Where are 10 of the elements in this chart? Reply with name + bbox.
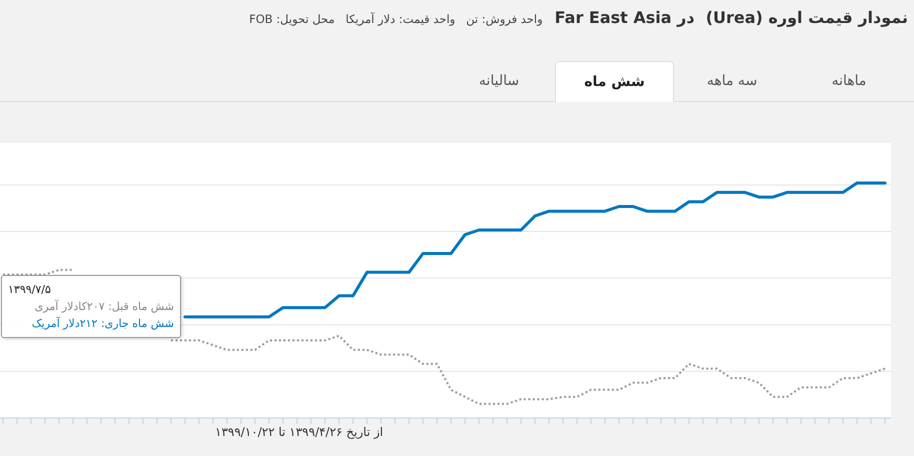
text: شش ماه [555, 61, 674, 102]
chart-subtitle: واحد فروش: تن واحد قیمت: دلار آمریکا محل تحویل: FOB [249, 12, 543, 26]
annotation: شش ماه قبل: ۲۰۷کادلار آمری [34, 298, 174, 315]
x-axis-title: از تاریخ ۱۳۹۹/۴/۲۶ تا ۱۳۹۹/۱۰/۲۲ [215, 425, 384, 439]
text: سه ماهه [706, 72, 758, 91]
annotation: ۱۳۹۹/۷/۵ [8, 282, 52, 298]
chart-title: نمودار قیمت اوره (Urea) در Far East Asia [554, 8, 908, 27]
text: ساليانه [478, 72, 520, 91]
text: ماهانه [830, 72, 868, 91]
annotation: شش ماه جاری: ۲۱۲دلار آمریک [30, 316, 174, 332]
